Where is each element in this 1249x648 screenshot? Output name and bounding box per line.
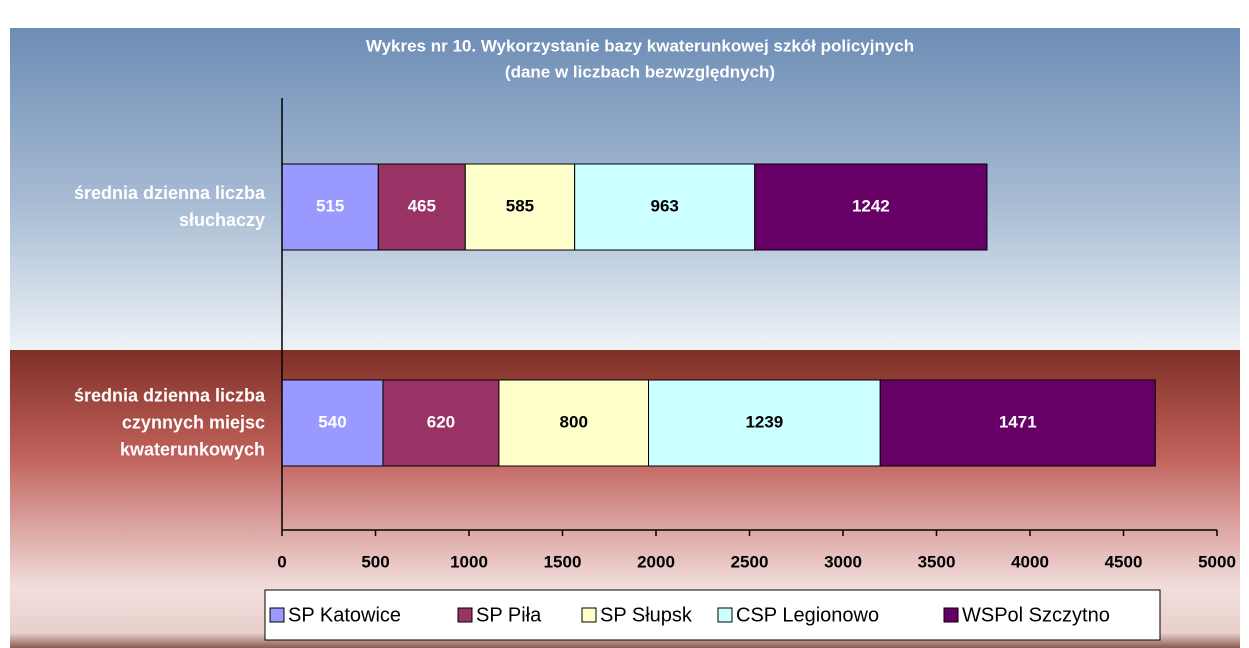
bar-segment bbox=[574, 163, 756, 251]
legend-marker bbox=[943, 607, 959, 623]
x-tick-label: 2500 bbox=[731, 552, 769, 571]
legend-marker bbox=[269, 607, 285, 623]
x-tick-label: 3000 bbox=[824, 552, 862, 571]
x-tick-label: 1000 bbox=[450, 552, 488, 571]
x-tick-label: 2000 bbox=[637, 552, 675, 571]
legend-marker bbox=[457, 607, 473, 623]
legend-marker bbox=[717, 607, 733, 623]
data-label: 540 bbox=[318, 412, 346, 431]
legend bbox=[264, 589, 1161, 641]
data-label: 963 bbox=[651, 196, 679, 215]
legend-marker bbox=[581, 607, 597, 623]
x-tick-label: 4000 bbox=[1011, 552, 1049, 571]
bar-segment bbox=[754, 163, 988, 251]
x-tick-label: 0 bbox=[277, 552, 286, 571]
data-label: 515 bbox=[316, 196, 344, 215]
legend-label: SP Słupsk bbox=[600, 604, 693, 626]
bar-segment bbox=[648, 379, 881, 467]
bar-segment bbox=[464, 163, 576, 251]
bar-segment bbox=[879, 379, 1156, 467]
legend-label: SP Piła bbox=[476, 604, 542, 626]
x-tick-label: 5000 bbox=[1198, 552, 1236, 571]
x-tick-label: 500 bbox=[361, 552, 389, 571]
chart-title: Wykres nr 10. Wykorzystanie bazy kwateru… bbox=[366, 36, 914, 55]
bar-segment bbox=[281, 379, 384, 467]
legend-label: WSPol Szczytno bbox=[962, 604, 1110, 626]
bar-segment bbox=[382, 379, 500, 467]
category-label: średnia dzienna liczba czynnych miejsc k… bbox=[73, 385, 265, 460]
legend-label: CSP Legionowo bbox=[736, 604, 879, 626]
data-label: 1242 bbox=[852, 196, 890, 215]
chart-subtitle: (dane w liczbach bezwzględnych) bbox=[505, 62, 775, 81]
data-label: 620 bbox=[427, 412, 455, 431]
x-tick-label: 1500 bbox=[544, 552, 582, 571]
data-label: 1239 bbox=[745, 412, 783, 431]
legend-label: SP Katowice bbox=[288, 604, 401, 626]
data-label: 800 bbox=[560, 412, 588, 431]
data-label: 585 bbox=[506, 196, 534, 215]
category-label: średnia dzienna liczba słuchaczy bbox=[73, 183, 265, 230]
x-tick-label: 4500 bbox=[1105, 552, 1143, 571]
bar-segment bbox=[498, 379, 650, 467]
data-label: 1471 bbox=[999, 412, 1037, 431]
data-label: 465 bbox=[408, 196, 436, 215]
x-tick-label: 3500 bbox=[918, 552, 956, 571]
